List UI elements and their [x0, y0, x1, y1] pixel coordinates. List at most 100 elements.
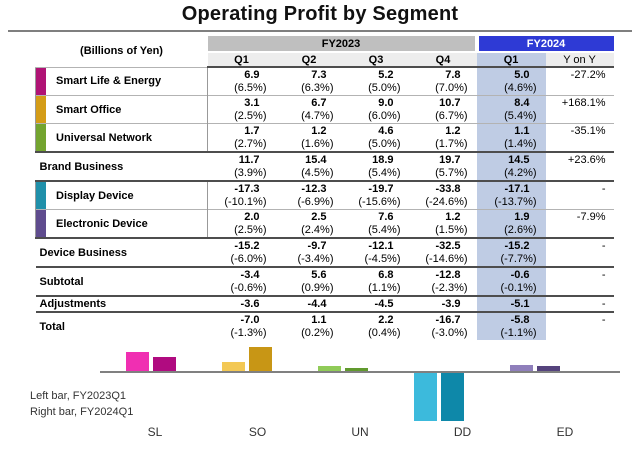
- chart-bar-fy2023q1-so: [222, 362, 245, 371]
- profit-value: 1.2: [311, 125, 327, 137]
- profit-value: -32.5: [435, 240, 461, 252]
- yoy-value: -: [601, 183, 606, 195]
- col-header-fy2024-q1: Q1: [476, 52, 546, 68]
- title-divider: [8, 30, 632, 32]
- segment-color-indicator: [36, 182, 46, 209]
- segment-color-indicator: [36, 124, 46, 151]
- profit-value: -3.4: [240, 269, 260, 281]
- col-header-yoy: Y on Y: [545, 52, 614, 68]
- profit-margin-pct: (-3.4%): [297, 253, 334, 265]
- segment-label: Smart Life & Energy: [56, 75, 162, 88]
- value-cell: -16.7 (-3.0%): [409, 311, 477, 340]
- table-row: Brand Business 11.7 (3.9%) 15.4 (4.5%) 18.9 (5…: [35, 151, 614, 181]
- profit-value: -33.8: [435, 183, 461, 195]
- profit-margin-pct: (1.7%): [435, 138, 468, 150]
- profit-value: 15.4: [305, 154, 327, 166]
- profit-value: -16.7: [435, 314, 461, 326]
- category-label-sl: SL: [147, 425, 163, 439]
- profit-margin-pct: (5.4%): [368, 224, 401, 236]
- yoy-value: -: [601, 269, 606, 281]
- profit-value: 6.9: [244, 69, 260, 81]
- segment-label-cell: Display Device: [35, 180, 208, 210]
- profit-value: -7.0: [240, 314, 260, 326]
- profit-value: 1.7: [244, 125, 260, 137]
- x-axis-line: [100, 371, 620, 373]
- col-header-fy2023-q3: Q3: [342, 52, 410, 68]
- value-cell: 5.0 (4.6%): [476, 66, 546, 96]
- profit-margin-pct: (0.2%): [301, 327, 334, 339]
- segment-label-cell: Brand Business: [35, 151, 208, 181]
- table-row: Smart Office 3.1 (2.5%) 6.7 (4.7%) 9.0 (6.0%) 1…: [35, 95, 614, 124]
- profit-value: -5.8: [510, 314, 530, 326]
- profit-value: 2.2: [378, 314, 394, 326]
- profit-margin-pct: (5.4%): [368, 167, 401, 179]
- value-cell: 7.6 (5.4%): [342, 209, 410, 238]
- value-cell: 1.7 (2.7%): [207, 123, 276, 152]
- category-label-dd: DD: [453, 425, 472, 439]
- legend-line-left-bar: Left bar, FY2023Q1: [30, 390, 127, 402]
- table-row: Smart Life & Energy 6.9 (6.5%) 7.3 (6.3%) 5.2…: [35, 66, 614, 96]
- profit-value: 5.6: [311, 269, 327, 281]
- yoy-cell: -27.2%: [545, 66, 614, 96]
- profit-margin-pct: (2.5%): [234, 110, 267, 122]
- yoy-cell: -: [545, 180, 614, 210]
- profit-value: 1.2: [445, 211, 461, 223]
- chart-bar-fy2023q1-un: [318, 366, 341, 371]
- profit-value: 5.0: [514, 69, 530, 81]
- profit-value: -12.1: [368, 240, 394, 252]
- value-cell: 19.7 (5.7%): [409, 151, 477, 181]
- value-cell: 3.1 (2.5%): [207, 95, 276, 124]
- chart-bar-fy2024q1-dd: [441, 373, 464, 421]
- profit-margin-pct: (1.1%): [368, 282, 401, 294]
- segment-label-cell: Smart Office: [35, 95, 208, 124]
- value-cell: -33.8 (-24.6%): [409, 180, 477, 210]
- yoy-cell: -: [545, 295, 614, 312]
- segment-label-cell: Total: [35, 311, 208, 340]
- segment-label: Electronic Device: [56, 217, 148, 230]
- yoy-value: +168.1%: [561, 97, 606, 109]
- profit-margin-pct: (1.4%): [504, 138, 537, 150]
- col-header-fy2023-q1: Q1: [207, 52, 276, 68]
- profit-margin-pct: (-14.6%): [425, 253, 468, 265]
- profit-value: 7.3: [311, 69, 327, 81]
- value-cell: 1.2 (1.6%): [275, 123, 343, 152]
- profit-margin-pct: (-24.6%): [425, 196, 468, 208]
- profit-margin-pct: (-3.0%): [431, 327, 468, 339]
- profit-value: 19.7: [439, 154, 461, 166]
- table-row: Electronic Device 2.0 (2.5%) 2.5 (2.4%) 7.6 (5…: [35, 209, 614, 238]
- segment-color-indicator: [36, 210, 46, 237]
- profit-value: -12.8: [435, 269, 461, 281]
- value-cell: -3.9: [409, 295, 477, 312]
- profit-value: 7.8: [445, 69, 461, 81]
- fy2024-group-header: FY2024: [474, 36, 614, 53]
- profit-margin-pct: (-6.0%): [230, 253, 267, 265]
- page-title: Operating Profit by Segment: [181, 3, 459, 25]
- segment-label-cell: Device Business: [35, 237, 208, 267]
- profit-value: 18.9: [372, 154, 394, 166]
- profit-value: 7.6: [378, 211, 394, 223]
- profit-margin-pct: (6.5%): [234, 82, 267, 94]
- segment-label-cell: Electronic Device: [35, 209, 208, 238]
- table-subheader-row: Q1 Q2 Q3 Q4 Q1 Y on Y: [36, 52, 614, 68]
- value-cell: 18.9 (5.4%): [342, 151, 410, 181]
- chart-bar-fy2024q1-ed: [537, 365, 560, 371]
- segment-color-indicator: [36, 67, 46, 95]
- yoy-cell: -: [545, 237, 614, 267]
- value-cell: -12.3 (-6.9%): [275, 180, 343, 210]
- profit-value: 5.2: [378, 69, 394, 81]
- profit-value: 2.0: [244, 211, 260, 223]
- segment-label-cell: Universal Network: [35, 123, 208, 152]
- table-row: Device Business -15.2 (-6.0%) -9.7 (-3.4%) -1…: [35, 237, 614, 267]
- value-cell: 2.2 (0.4%): [342, 311, 410, 340]
- table-row: Universal Network 1.7 (2.7%) 1.2 (1.6%) 4.6 (5…: [35, 123, 614, 152]
- value-cell: 10.7 (6.7%): [409, 95, 477, 124]
- yoy-cell: -35.1%: [545, 123, 614, 152]
- value-cell: 1.2 (1.5%): [409, 209, 477, 238]
- chart-bar-fy2023q1-ed: [510, 365, 533, 371]
- segment-label-cell: Smart Life & Energy: [35, 66, 208, 96]
- profit-margin-pct: (-1.3%): [230, 327, 267, 339]
- profit-value: -0.6: [510, 269, 530, 281]
- profit-margin-pct: (5.7%): [435, 167, 468, 179]
- profit-margin-pct: (4.5%): [301, 167, 334, 179]
